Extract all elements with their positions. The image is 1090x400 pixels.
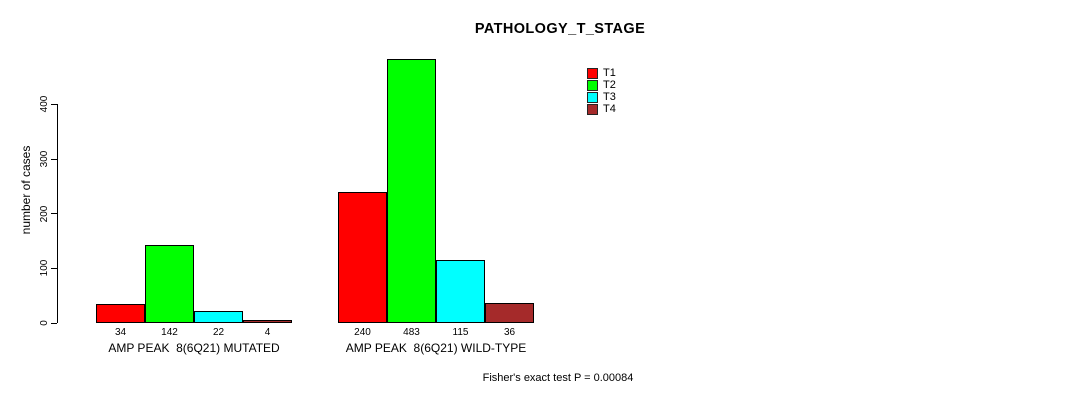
bar-t4-group1 [243,320,292,323]
legend-swatch-t1 [587,68,598,79]
bar-value-label: 4 [264,327,271,338]
bar-value-label: 34 [114,327,127,338]
bar-value-label: 36 [503,327,516,338]
y-axis-line [57,104,58,323]
legend-swatch-t4 [587,104,598,115]
legend-label: T3 [603,91,616,103]
y-axis-label: number of cases [19,145,33,235]
bar-t4-group2 [485,303,534,323]
legend-item: T4 [587,103,637,116]
y-tick-label: 200 [39,205,50,223]
bar-value-label: 22 [212,327,225,338]
fisher-test-footnote: Fisher's exact test P = 0.00084 [482,372,634,384]
legend-swatch-t2 [587,80,598,91]
y-tick [51,158,57,160]
legend-item: T2 [587,79,637,92]
bar-t3-group2 [436,260,485,323]
bar-t2-group2 [387,58,436,323]
bar-value-label: 142 [161,327,178,338]
legend-item: T1 [587,67,637,80]
y-tick-label: 300 [39,150,50,168]
y-tick [51,103,57,105]
legend-label: T1 [603,67,616,79]
y-tick [51,213,57,215]
bar-value-label: 240 [354,327,371,338]
category-label: AMP PEAK 8(6Q21) WILD-TYPE [345,341,527,355]
legend-swatch-t3 [587,92,598,103]
y-tick-label: 100 [39,259,50,277]
chart-title: PATHOLOGY_T_STAGE [474,21,646,37]
y-tick [51,322,57,324]
y-tick-label: 0 [39,320,50,326]
category-label: AMP PEAK 8(6Q21) MUTATED [108,341,280,355]
legend-label: T4 [603,103,616,115]
bar-value-label: 115 [452,327,469,338]
bar-t3-group1 [194,310,243,323]
bar-t1-group2 [338,191,387,323]
y-tick-label: 400 [39,96,50,113]
legend-label: T2 [603,79,616,91]
bar-t2-group1 [145,245,194,323]
y-tick [51,267,57,269]
bar-value-label: 483 [403,327,420,338]
bar-t1-group1 [96,304,145,323]
legend-item: T3 [587,91,637,104]
